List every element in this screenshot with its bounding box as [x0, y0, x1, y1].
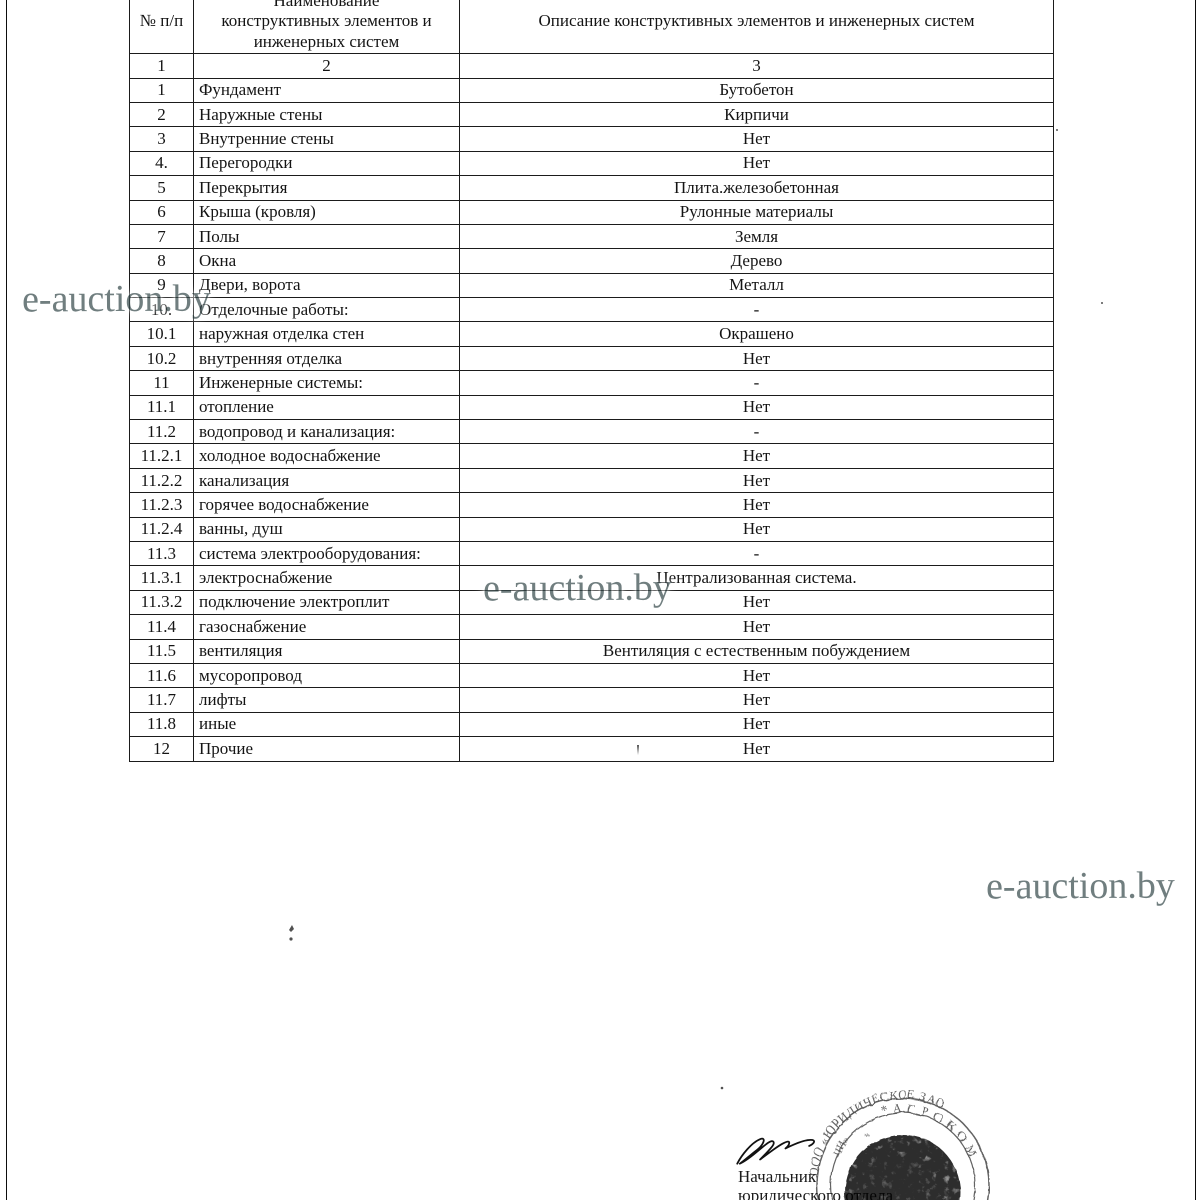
svg-text:* А.Г: * А.Г: [879, 1100, 915, 1118]
svg-text:*: *: [864, 1131, 870, 1143]
